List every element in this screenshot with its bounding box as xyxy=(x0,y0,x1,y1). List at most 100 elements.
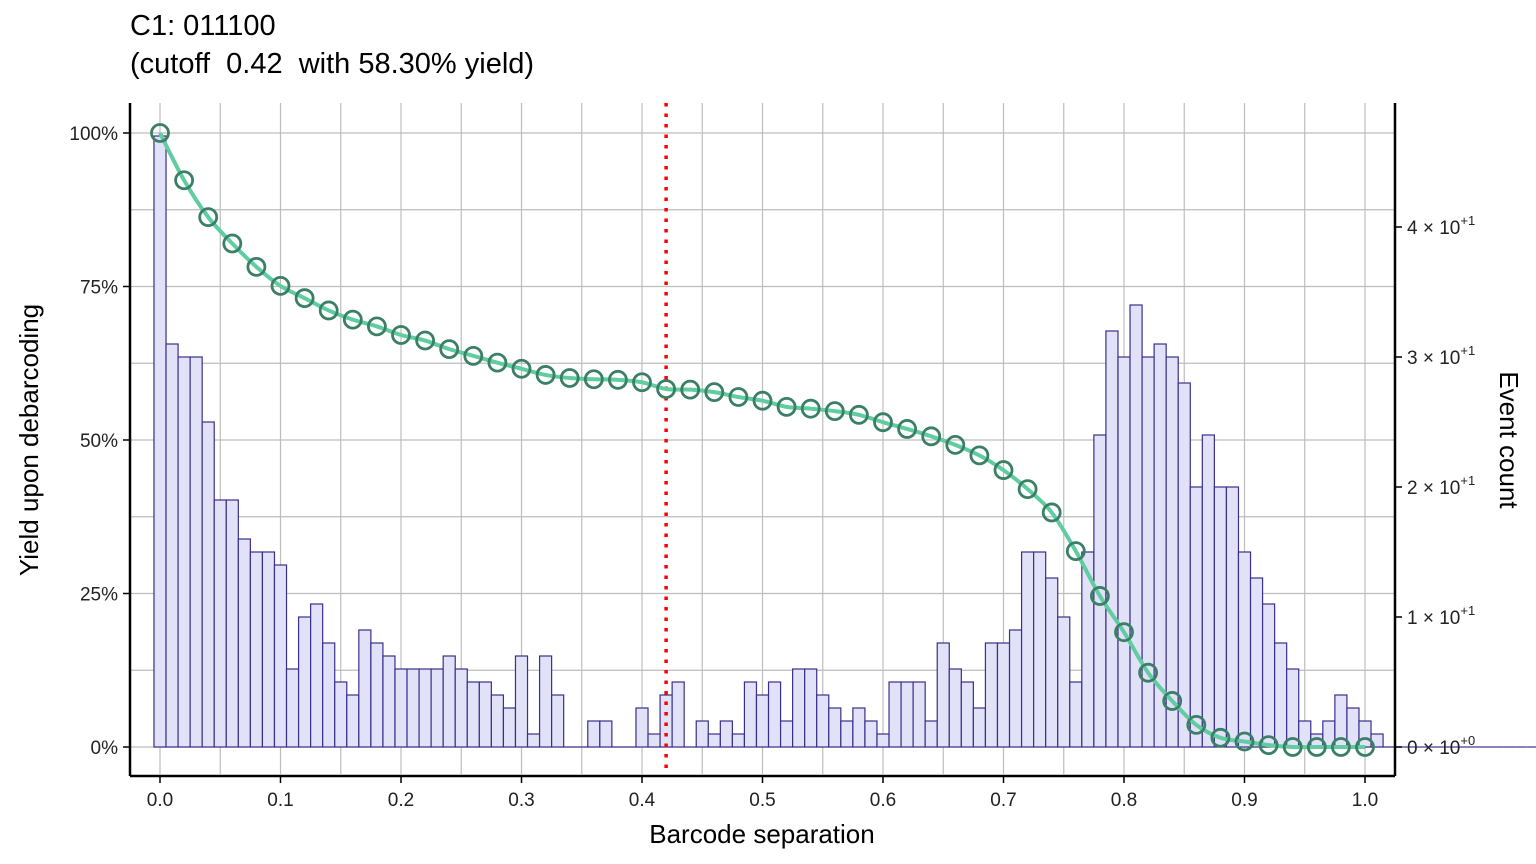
x-axis-tick-label: 0.2 xyxy=(388,790,414,811)
histogram-bar xyxy=(237,538,251,748)
yield-point xyxy=(1355,737,1375,757)
histogram-bar xyxy=(394,668,408,748)
histogram-bar xyxy=(478,681,492,748)
histogram-bar xyxy=(647,733,661,748)
yield-point xyxy=(849,404,869,425)
yield-point xyxy=(1162,691,1183,711)
histogram-bar xyxy=(370,642,384,748)
histogram-bar xyxy=(779,720,794,748)
histogram-bar xyxy=(382,655,396,748)
yield-point xyxy=(391,325,411,345)
yield-point xyxy=(704,382,725,403)
histogram-bar xyxy=(153,135,167,748)
histogram-bar xyxy=(840,720,854,748)
chart-title-line2: (cutoff 0.42 with 58.30% yield) xyxy=(130,48,535,80)
histogram-bar xyxy=(334,681,348,748)
yield-point xyxy=(1234,731,1255,752)
histogram-bar xyxy=(1057,616,1071,748)
yield-point xyxy=(873,412,893,433)
yield-point xyxy=(1090,586,1110,606)
yield-point xyxy=(559,368,580,388)
yield-point xyxy=(342,309,363,330)
histogram-bar xyxy=(731,733,746,748)
histogram-bar xyxy=(1286,668,1300,748)
yield-point xyxy=(993,460,1014,480)
histogram-bar xyxy=(1105,330,1119,748)
secondary-y-axis-tick-label: 4 × 10+1 xyxy=(1407,213,1475,239)
histogram-bar xyxy=(1033,551,1047,748)
histogram-bar xyxy=(719,720,733,748)
yield-point xyxy=(1138,662,1158,683)
yield-point xyxy=(1186,714,1207,735)
histogram-bar xyxy=(755,694,770,748)
histogram-bar xyxy=(996,642,1011,748)
histogram-bar xyxy=(322,642,336,748)
x-axis-tick-label: 1.0 xyxy=(1352,790,1378,811)
histogram-bar xyxy=(792,668,806,748)
yield-point xyxy=(969,445,990,466)
histogram-bar xyxy=(743,681,758,748)
histogram-bar xyxy=(900,681,914,748)
x-axis-tick-label: 0.0 xyxy=(147,790,173,811)
yield-point xyxy=(680,379,701,400)
histogram-bar xyxy=(707,733,721,748)
histogram-bar xyxy=(490,694,505,748)
histogram-bar xyxy=(852,707,866,748)
yield-point xyxy=(656,379,676,399)
histogram-bar xyxy=(888,681,902,748)
yield-point xyxy=(366,316,387,337)
yield-point xyxy=(294,288,315,309)
histogram-bars xyxy=(153,135,1536,748)
histogram-bar xyxy=(1358,720,1372,748)
x-axis-tick-label: 0.8 xyxy=(1111,790,1137,811)
yield-point xyxy=(1114,622,1134,643)
histogram-bar xyxy=(310,603,324,748)
x-axis-tick-label: 0.4 xyxy=(629,790,656,811)
histogram-bar xyxy=(297,616,312,748)
histogram-bar xyxy=(876,733,890,748)
histogram-bar xyxy=(695,720,709,748)
yield-point xyxy=(608,369,628,390)
histogram-bar xyxy=(1189,486,1203,748)
yield-point xyxy=(463,345,484,366)
histogram-bar xyxy=(960,681,974,748)
histogram-bar xyxy=(1141,356,1155,748)
histogram-bar xyxy=(1177,382,1191,748)
histogram-bar xyxy=(1117,356,1131,748)
histogram-bar xyxy=(165,343,179,748)
yield-point xyxy=(535,365,556,385)
yield-point xyxy=(728,387,749,407)
histogram-bar xyxy=(816,694,830,748)
histogram-bar xyxy=(1008,629,1023,748)
histogram-bar xyxy=(912,681,926,748)
x-axis-title: Barcode separation xyxy=(649,819,874,849)
yield-point xyxy=(1017,479,1038,500)
histogram-bar xyxy=(972,707,987,748)
yield-point xyxy=(1306,737,1327,757)
histogram-bar xyxy=(671,681,685,748)
histogram-bar xyxy=(1213,486,1228,748)
yield-point xyxy=(800,398,821,419)
histogram-bar xyxy=(1165,356,1179,748)
yield-point xyxy=(487,352,508,373)
yield-point xyxy=(897,419,917,439)
y-axis-tick-label: 50% xyxy=(80,431,118,452)
histogram-bar xyxy=(346,694,360,748)
yield-point xyxy=(318,300,339,321)
histogram-bar xyxy=(273,564,288,748)
y-axis-title: Yield upon debarcoding xyxy=(14,304,44,576)
histogram-bar xyxy=(358,629,372,748)
secondary-y-axis-tick-label: 2 × 10+1 xyxy=(1407,473,1475,499)
histogram-bar xyxy=(261,551,276,748)
histogram-bar xyxy=(1225,486,1240,748)
yield-point xyxy=(150,123,170,143)
histogram-bar xyxy=(502,707,517,748)
yield-point xyxy=(270,275,291,296)
yield-point xyxy=(198,207,219,228)
histogram-bar xyxy=(804,668,818,748)
yield-point xyxy=(1258,735,1279,756)
yield-point xyxy=(415,330,436,351)
histogram-bar xyxy=(442,655,456,748)
histogram-bar xyxy=(984,642,999,748)
yield-point xyxy=(776,396,797,417)
